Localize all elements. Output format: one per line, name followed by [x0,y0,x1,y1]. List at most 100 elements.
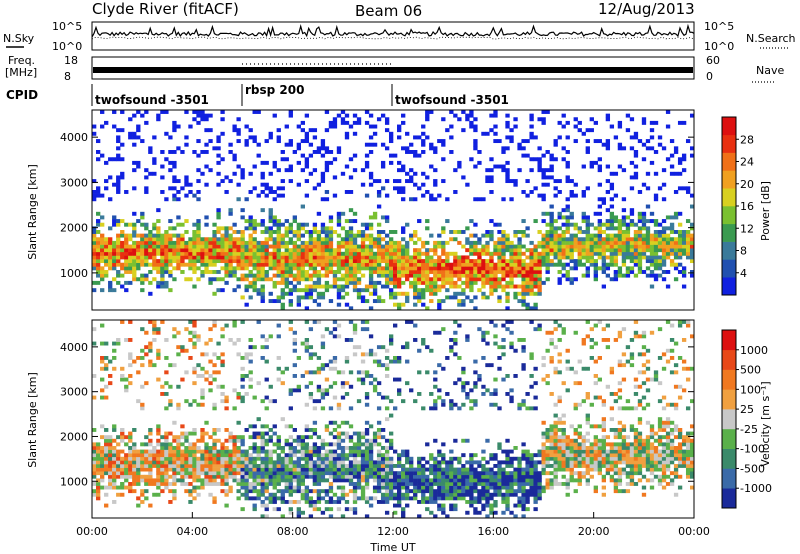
heatmap-cell [388,467,394,472]
heatmap-cell [493,453,498,458]
heatmap-cell [521,244,526,249]
heatmap-cell [585,222,590,227]
heatmap-cell [332,474,338,479]
heatmap-cell [324,244,330,249]
heatmap-cell [473,384,478,389]
heatmap-cell [449,270,454,274]
heatmap-cell [437,266,442,271]
heatmap-cell [364,464,370,468]
heatmap-cell [152,478,157,483]
heatmap-cell [144,381,149,386]
heatmap-cell [132,248,137,253]
heatmap-cell [425,478,430,483]
heatmap-cell [224,503,229,508]
heatmap-cell [537,157,542,162]
heatmap-cell [525,262,530,267]
heatmap-cell [284,284,289,289]
heatmap-cell [344,255,350,260]
heatmap-cell [372,284,378,289]
heatmap-cell [312,288,318,293]
heatmap-cell [228,251,233,256]
heatmap-cell [429,277,434,282]
heatmap-cell [433,492,438,497]
heatmap-cell [445,471,450,476]
heatmap-cell [425,500,430,504]
heatmap-cell [120,230,125,234]
heatmap-cell [352,442,358,447]
heatmap-cell [128,435,133,440]
heatmap-cell [657,262,663,267]
heatmap-cell [529,280,534,285]
heatmap-cell [140,248,145,253]
heatmap-cell [100,460,105,465]
heatmap-cell [493,503,498,508]
heatmap-cell [617,142,623,147]
heatmap-cell [372,384,378,389]
heatmap-cell [92,489,97,494]
heatmap-cell [116,471,121,476]
heatmap-cell [417,135,422,140]
heatmap-cell [625,244,631,249]
heatmap-cell [469,406,474,411]
heatmap-cell [549,237,554,242]
heatmap-cell [557,120,562,125]
heatmap-cell [376,471,382,476]
heatmap-cell [192,323,197,328]
heatmap-cell [208,248,213,253]
heatmap-cell [180,186,185,191]
heatmap-cell [469,219,474,224]
heatmap-cell [513,124,518,129]
heatmap-cell [276,507,281,512]
heatmap-cell [344,507,350,512]
heatmap-cell [453,474,458,479]
heatmap-cell [673,251,679,256]
heatmap-cell [152,255,157,260]
heatmap-cell [372,266,378,271]
heatmap-cell [513,270,518,274]
heatmap-cell [384,478,390,483]
heatmap-cell [388,230,394,234]
heatmap-cell [204,259,209,264]
heatmap-cell [517,259,522,264]
heatmap-cell [344,492,350,497]
heatmap-cell [152,262,157,267]
heatmap-cell [116,485,121,490]
heatmap-cell [533,291,538,296]
heatmap-cell [256,446,261,450]
heatmap-cell [388,456,394,461]
heatmap-cell [156,453,161,458]
heatmap-cell [304,277,310,282]
heatmap-cell [192,255,197,260]
heatmap-cell [200,482,205,486]
heatmap-cell [437,471,442,476]
heatmap-cell [116,442,121,447]
heatmap-cell [216,211,221,216]
heatmap-cell [100,255,105,260]
heatmap-cell [180,442,185,447]
heatmap-cell [441,478,446,483]
heatmap-cell [649,251,655,256]
heatmap-cell [340,381,346,386]
heatmap-cell [501,338,506,342]
heatmap-cell [364,431,370,436]
heatmap-cell [348,460,354,465]
heatmap-cell [304,113,310,118]
heatmap-cell [108,442,113,447]
heatmap-cell [212,442,217,447]
heatmap-cell [316,273,322,278]
heatmap-cell [429,284,434,289]
heatmap-cell [356,262,362,267]
heatmap-cell [160,237,165,242]
heatmap-cell [252,345,257,350]
heatmap-cell [589,164,594,169]
heatmap-cell [200,388,205,393]
heatmap-cell [473,485,478,490]
heatmap-cell [96,442,101,447]
heatmap-cell [509,510,514,515]
heatmap-cell [461,255,466,260]
heatmap-cell [457,489,462,494]
heatmap-cell [445,270,450,274]
heatmap-cell [204,117,209,122]
heatmap-cell [260,514,265,519]
heatmap-cell [304,262,310,267]
